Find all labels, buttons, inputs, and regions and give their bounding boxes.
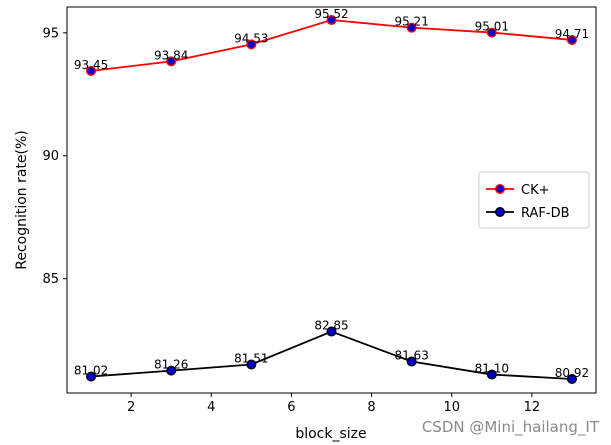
data-point-rafdb	[406, 356, 417, 367]
y-axis-label: Recognition rate(%)	[14, 130, 30, 270]
plot-frame	[66, 6, 597, 394]
x-axis-label: block_size	[295, 426, 366, 442]
data-label-ck: 94.53	[234, 31, 268, 45]
y-tick-label: 90	[42, 149, 59, 164]
x-tick-label: 10	[443, 400, 460, 415]
data-label-ck: 95.01	[475, 20, 509, 34]
legend-label-rafdb: RAF-DB	[521, 206, 570, 221]
data-point-ck	[86, 65, 97, 76]
data-point-ck	[166, 56, 177, 67]
data-point-rafdb	[326, 326, 337, 337]
x-tick-label: 12	[524, 400, 541, 415]
data-label-ck: 93.45	[74, 58, 108, 72]
legend-marker-ck	[495, 183, 506, 194]
data-label-ck: 93.84	[154, 48, 188, 62]
x-tick-label: 8	[367, 400, 375, 415]
data-point-ck	[246, 39, 257, 50]
labels-layer: 93.45 93.84 94.53 95.52 95.21 95.01 94.71 81.02…	[74, 7, 589, 380]
data-point-ck	[406, 22, 417, 33]
watermark-text: CSDN @Mini_hailang_IT	[422, 418, 600, 437]
ticks-layer: 2 4 6 8 10 12 85 90 95	[42, 26, 540, 415]
data-label-ck: 95.52	[314, 7, 348, 21]
x-tick-label: 6	[287, 400, 295, 415]
data-point-ck	[566, 34, 577, 45]
legend: CK+ RAF-DB	[478, 171, 590, 229]
data-label-rafdb: 81.51	[234, 351, 268, 365]
y-tick-label: 95	[42, 26, 59, 41]
data-label-ck: 94.71	[555, 27, 589, 41]
data-point-rafdb	[566, 373, 577, 384]
legend-marker-rafdb	[495, 206, 506, 217]
data-point-ck	[486, 27, 497, 38]
legend-box	[478, 171, 590, 229]
x-tick-label: 4	[207, 400, 215, 415]
data-label-rafdb: 81.26	[154, 358, 188, 372]
x-tick-label: 2	[127, 400, 135, 415]
data-label-rafdb: 81.63	[394, 349, 428, 363]
data-point-ck	[326, 15, 337, 26]
data-point-rafdb	[166, 365, 177, 376]
data-label-rafdb: 82.85	[314, 319, 348, 333]
data-label-rafdb: 81.02	[74, 364, 108, 378]
legend-label-ck: CK+	[521, 183, 550, 198]
data-label-rafdb: 81.10	[475, 362, 509, 376]
series-layer	[86, 15, 577, 384]
data-label-rafdb: 80.92	[555, 366, 589, 380]
y-tick-label: 85	[42, 272, 59, 287]
data-point-rafdb	[486, 369, 497, 380]
data-point-rafdb	[246, 359, 257, 370]
data-label-ck: 95.21	[394, 15, 428, 29]
data-point-rafdb	[86, 371, 97, 382]
